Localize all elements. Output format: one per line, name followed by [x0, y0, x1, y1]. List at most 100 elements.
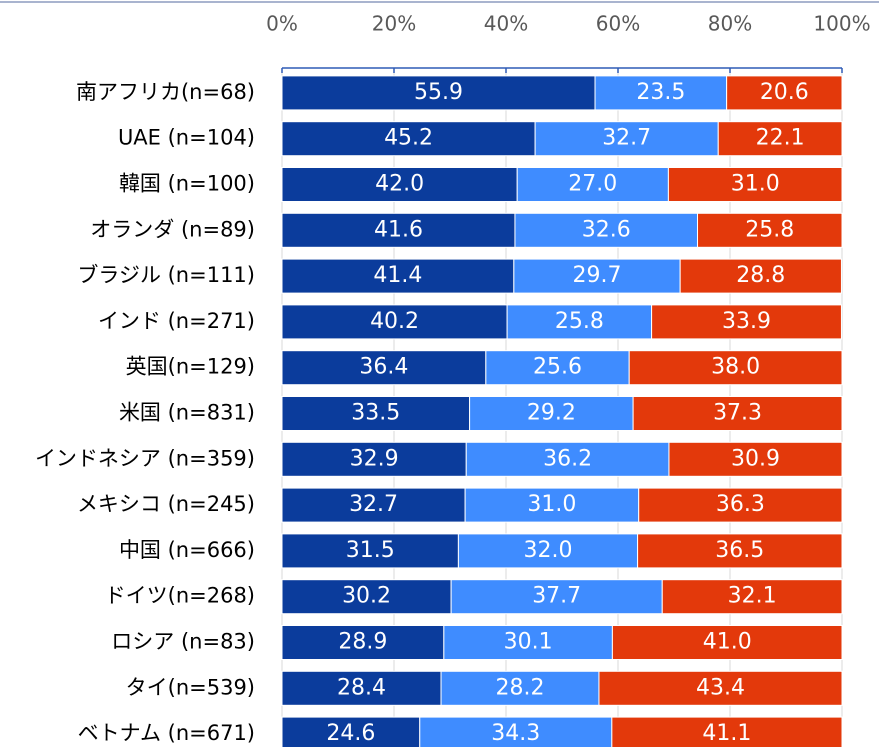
data-label: 32.7	[349, 492, 398, 517]
bar-segment	[598, 670, 843, 706]
bar-segment	[464, 487, 640, 523]
data-label: 25.6	[533, 355, 582, 380]
data-label: 29.2	[527, 401, 576, 426]
data-label: 22.1	[756, 126, 805, 151]
bar-segment	[717, 121, 843, 157]
bar-segment	[668, 441, 843, 477]
bar-segment	[281, 258, 515, 294]
bar-segment	[457, 533, 639, 569]
data-label: 32.0	[524, 538, 573, 563]
bar-segment	[651, 304, 842, 340]
bar-segment	[516, 167, 669, 202]
bar-segment	[469, 396, 634, 431]
bar-segment	[281, 304, 508, 340]
data-label: 41.6	[374, 217, 423, 242]
data-label: 37.3	[713, 401, 762, 426]
x-tick-label: 100%	[813, 12, 870, 36]
data-label: 32.7	[602, 126, 651, 151]
data-label: 28.9	[338, 630, 387, 655]
data-label: 31.0	[527, 492, 576, 517]
data-label: 41.4	[373, 263, 422, 288]
x-tick-label: 80%	[708, 12, 752, 36]
data-label: 32.1	[728, 584, 777, 609]
x-tick-label: 20%	[372, 12, 416, 36]
bar-segment	[281, 533, 459, 569]
data-label: 37.7	[532, 584, 581, 609]
bar-segment	[697, 212, 843, 248]
y-tick-label: 米国 (n=831)	[119, 401, 255, 425]
data-label: 30.9	[731, 446, 780, 471]
data-label: 55.9	[414, 80, 463, 105]
y-tick-label: 南アフリカ(n=68)	[76, 80, 255, 104]
data-label: 32.6	[582, 217, 631, 242]
data-label: 40.2	[370, 309, 419, 334]
data-label: 43.4	[696, 675, 745, 700]
data-label: 36.5	[715, 538, 764, 563]
data-label: 32.9	[350, 446, 399, 471]
data-label: 42.0	[375, 172, 424, 197]
data-label: 36.2	[543, 446, 592, 471]
y-tick-label: タイ(n=539)	[126, 675, 255, 699]
y-tick-label: ドイツ(n=268)	[105, 584, 255, 608]
bar-segment	[281, 579, 452, 615]
bar-segment	[638, 487, 843, 523]
bar-segment	[628, 350, 843, 386]
data-label: 33.9	[722, 309, 771, 334]
x-tick-label: 60%	[596, 12, 640, 36]
data-label: 36.3	[716, 492, 765, 517]
data-label: 38.0	[711, 355, 760, 380]
y-tick-label: 中国 (n=666)	[119, 538, 255, 562]
y-tick-label: UAE (n=104)	[118, 126, 255, 150]
x-tick-label: 40%	[484, 12, 528, 36]
data-label: 41.0	[703, 630, 752, 655]
bar-segment	[281, 625, 445, 660]
data-label: 20.6	[760, 80, 809, 105]
data-label: 25.8	[745, 217, 794, 242]
y-tick-label: ブラジル (n=111)	[77, 263, 255, 287]
bar-segment	[506, 304, 653, 340]
data-label: 30.2	[342, 584, 391, 609]
data-label: 45.2	[384, 126, 433, 151]
y-tick-label: メキシコ (n=245)	[77, 492, 255, 516]
bar-segment	[281, 212, 516, 248]
data-label: 41.1	[702, 721, 751, 746]
bar-segment	[632, 396, 843, 431]
bar-segment	[637, 533, 843, 569]
bar-segment	[679, 258, 842, 294]
bar-segment	[281, 487, 466, 523]
data-label: 36.4	[359, 355, 408, 380]
data-label: 24.6	[326, 721, 375, 746]
bar-segment	[281, 396, 471, 431]
y-tick-label: インド (n=271)	[98, 309, 255, 333]
bar-segment	[514, 212, 699, 248]
bar-segment	[450, 579, 663, 615]
data-label: 30.1	[504, 630, 553, 655]
bar-segment	[485, 350, 630, 386]
y-tick-label: ロシア (n=83)	[111, 630, 255, 654]
bar-segment	[611, 716, 843, 747]
bar-segment	[281, 441, 467, 477]
data-label: 31.0	[731, 172, 780, 197]
data-label: 28.4	[337, 675, 386, 700]
bar-segment	[513, 258, 681, 294]
data-label: 31.5	[346, 538, 395, 563]
bar-segment	[611, 625, 843, 660]
bar-segment	[661, 579, 843, 615]
y-tick-label: 英国(n=129)	[126, 355, 255, 379]
x-tick-label: 0%	[266, 12, 298, 36]
data-label: 27.0	[568, 172, 617, 197]
data-label: 23.5	[636, 80, 685, 105]
data-label: 29.7	[573, 263, 622, 288]
data-label: 25.8	[555, 309, 604, 334]
bar-segment	[726, 75, 843, 111]
data-label: 28.8	[736, 263, 785, 288]
data-label: 34.3	[491, 721, 540, 746]
y-tick-label: ベトナム (n=671)	[78, 721, 255, 745]
y-tick-label: 韓国 (n=100)	[119, 172, 255, 196]
y-tick-label: インドネシア (n=359)	[35, 446, 255, 470]
bar-segment	[667, 167, 843, 202]
bar-segment	[281, 167, 518, 202]
y-tick-label: オランダ (n=89)	[90, 217, 255, 241]
data-label: 33.5	[351, 401, 400, 426]
